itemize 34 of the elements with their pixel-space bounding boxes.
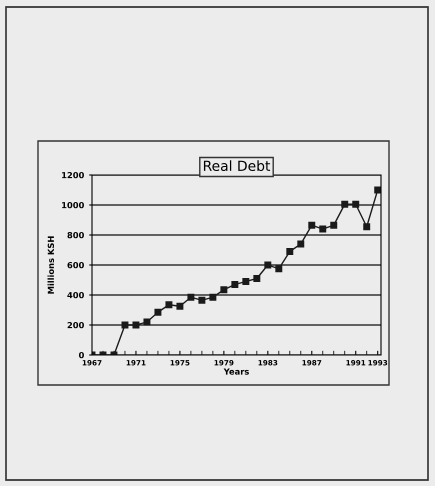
point — [143, 318, 150, 326]
point — [198, 296, 206, 304]
point — [308, 222, 316, 229]
point — [352, 200, 360, 208]
y-tick-label: 600 — [67, 262, 84, 268]
y-tick-label: 1000 — [62, 202, 84, 208]
point — [363, 223, 370, 230]
point — [275, 265, 282, 272]
point — [286, 248, 294, 255]
point — [187, 294, 194, 301]
point — [132, 322, 140, 328]
point — [374, 186, 381, 194]
point — [209, 294, 216, 301]
y-tick-label: 800 — [67, 232, 84, 238]
point — [341, 200, 348, 208]
point — [297, 240, 304, 248]
y-tick-label: 0 — [78, 352, 84, 358]
point — [176, 302, 184, 310]
point — [264, 262, 272, 268]
y-tick-label: 400 — [67, 292, 84, 298]
y-axis-title: Millions KSH — [48, 236, 54, 294]
point — [220, 286, 228, 294]
point — [330, 222, 338, 229]
point — [231, 281, 238, 288]
point — [253, 275, 260, 282]
point — [165, 301, 172, 308]
point — [154, 308, 162, 316]
point — [242, 278, 250, 285]
x-axis-title: Years — [224, 368, 249, 375]
y-tick-label: 1200 — [62, 172, 84, 178]
point — [319, 226, 326, 232]
chart-title: Real Debt — [204, 160, 270, 172]
point — [121, 322, 128, 328]
y-tick-label: 200 — [68, 322, 84, 328]
